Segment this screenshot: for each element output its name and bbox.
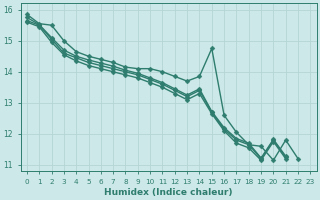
X-axis label: Humidex (Indice chaleur): Humidex (Indice chaleur): [104, 188, 233, 197]
